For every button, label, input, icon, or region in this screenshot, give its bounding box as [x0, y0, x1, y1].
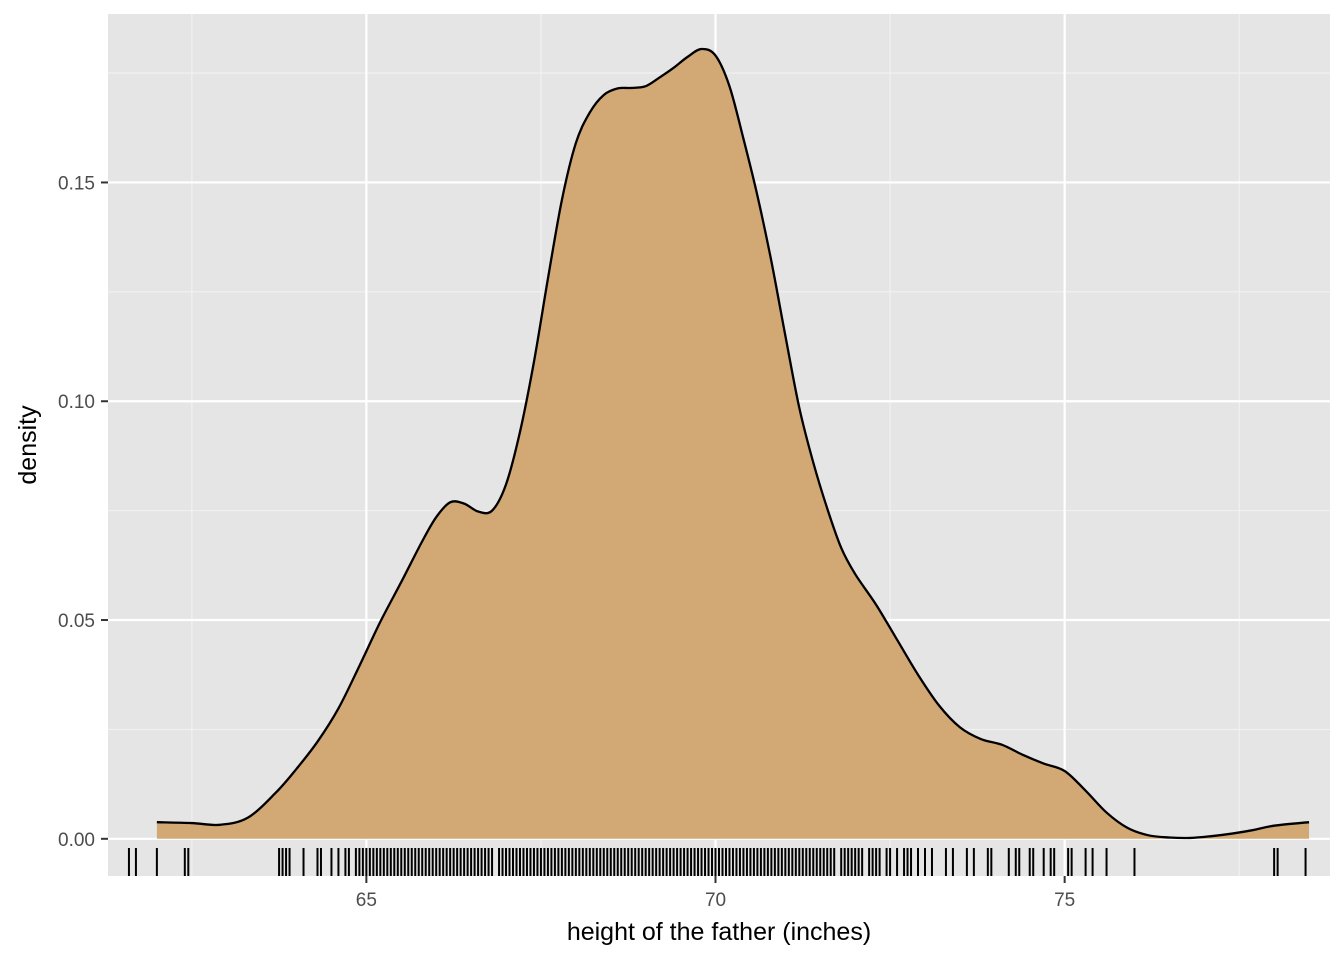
- y-axis-title: density: [14, 405, 42, 485]
- x-axis-title: height of the father (inches): [567, 918, 871, 946]
- density-fill: [156, 48, 1310, 839]
- x-axis: 65 70 75: [356, 876, 1075, 911]
- density-area: [156, 47, 1310, 840]
- y-tick-label: 0.15: [58, 173, 95, 194]
- y-tick-label: 0.05: [58, 611, 95, 632]
- x-tick-label: 65: [356, 890, 377, 911]
- x-tick-label: 70: [705, 890, 726, 911]
- x-tick-label: 75: [1054, 890, 1075, 911]
- rug-marks: [127, 848, 1307, 876]
- y-axis: 0.00 0.05 0.10 0.15: [58, 173, 108, 851]
- y-tick-label: 0.10: [58, 392, 95, 413]
- y-tick-label: 0.00: [58, 830, 95, 851]
- density-line: [156, 47, 1310, 840]
